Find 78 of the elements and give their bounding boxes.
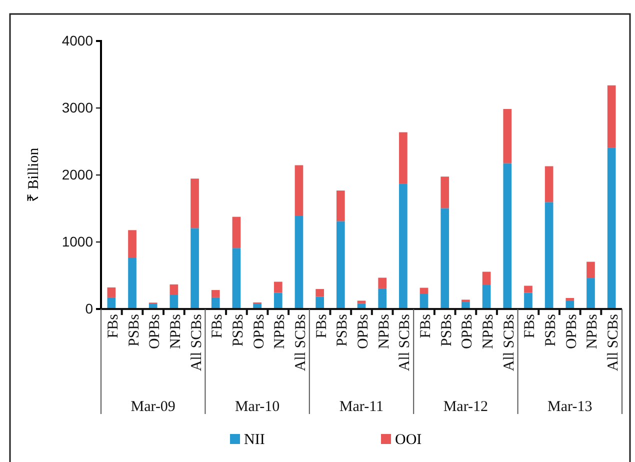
y-tick-label: 1000 [62, 233, 94, 250]
bar [440, 208, 450, 309]
x-tick-label: All SCBs [397, 314, 414, 372]
bar [211, 297, 220, 309]
text: Mar-09 [130, 399, 176, 415]
legend-label: NII [244, 432, 265, 448]
bar [316, 289, 324, 297]
bar [420, 288, 428, 294]
bar [190, 228, 199, 309]
bar [482, 272, 491, 286]
x-tick-label: All SCBs [292, 314, 309, 372]
x-tick-label: NPBs [376, 314, 392, 350]
x-tick-label: OPBs [251, 314, 268, 350]
x-tick-label: OPBs [356, 314, 372, 350]
bar [399, 184, 408, 309]
bar [232, 216, 241, 248]
x-tick-label: FBs [418, 314, 434, 338]
legend-label: OOI [395, 432, 422, 448]
bar [211, 290, 220, 298]
x-tick-label: FBs [105, 314, 122, 338]
x-tick-label: NPBs [168, 314, 184, 350]
bar [586, 278, 595, 309]
bar [336, 190, 345, 222]
bar [128, 230, 136, 258]
bar [524, 292, 532, 309]
x-tick-label: PSBs [230, 314, 246, 347]
bar [336, 221, 345, 309]
bar [462, 300, 470, 302]
bar [399, 132, 408, 184]
y-tick-label: 0 [85, 300, 94, 316]
x-tick-label: PSBs [438, 314, 455, 347]
bar [107, 287, 116, 298]
text: Mar-11 [339, 399, 384, 415]
x-tick-label: PSBs [334, 314, 351, 347]
bar [440, 176, 450, 208]
y-axis-title: ₹ Billion [26, 147, 42, 202]
bar [128, 257, 136, 309]
bar [357, 300, 366, 304]
x-tick-label: OPBs [147, 314, 164, 350]
bar [294, 165, 304, 216]
bar [586, 262, 595, 278]
bar [232, 248, 241, 309]
bar [378, 288, 387, 309]
x-tick-label: NPBs [584, 314, 601, 350]
x-tick-label: NPBs [480, 314, 497, 350]
x-tick-label: NPBs [272, 314, 288, 350]
y-tick-label: 3000 [62, 99, 94, 116]
bar [316, 296, 324, 309]
x-tick-label: All SCBs [501, 314, 518, 372]
bar [190, 178, 199, 228]
bar [274, 282, 282, 293]
bar [482, 285, 491, 309]
bar [544, 202, 554, 309]
x-tick-label: PSBs [543, 314, 560, 347]
bar [294, 216, 304, 309]
x-tick-label: OPBs [564, 314, 580, 350]
x-tick-label: FBs [314, 314, 330, 338]
bar [503, 109, 512, 164]
x-tick-label: FBs [210, 314, 226, 338]
y-tick-label: 2000 [62, 166, 94, 182]
y-tick-label: 4000 [62, 32, 94, 48]
x-tick-label: PSBs [126, 314, 142, 347]
bar [378, 278, 387, 288]
x-tick-label: FBs [522, 314, 538, 338]
text: Mar-13 [548, 399, 592, 415]
bar [503, 163, 512, 309]
bar [607, 85, 616, 148]
bar [420, 294, 428, 309]
x-tick-label: All SCBs [606, 314, 622, 372]
text: Mar-12 [443, 399, 488, 415]
bar [544, 166, 554, 202]
text: Mar-10 [234, 399, 280, 415]
x-tick-label: OPBs [460, 314, 476, 350]
bar [607, 148, 616, 309]
bar [524, 286, 532, 293]
x-tick-label: All SCBs [188, 314, 205, 372]
bar [170, 284, 178, 295]
bar [274, 292, 282, 309]
